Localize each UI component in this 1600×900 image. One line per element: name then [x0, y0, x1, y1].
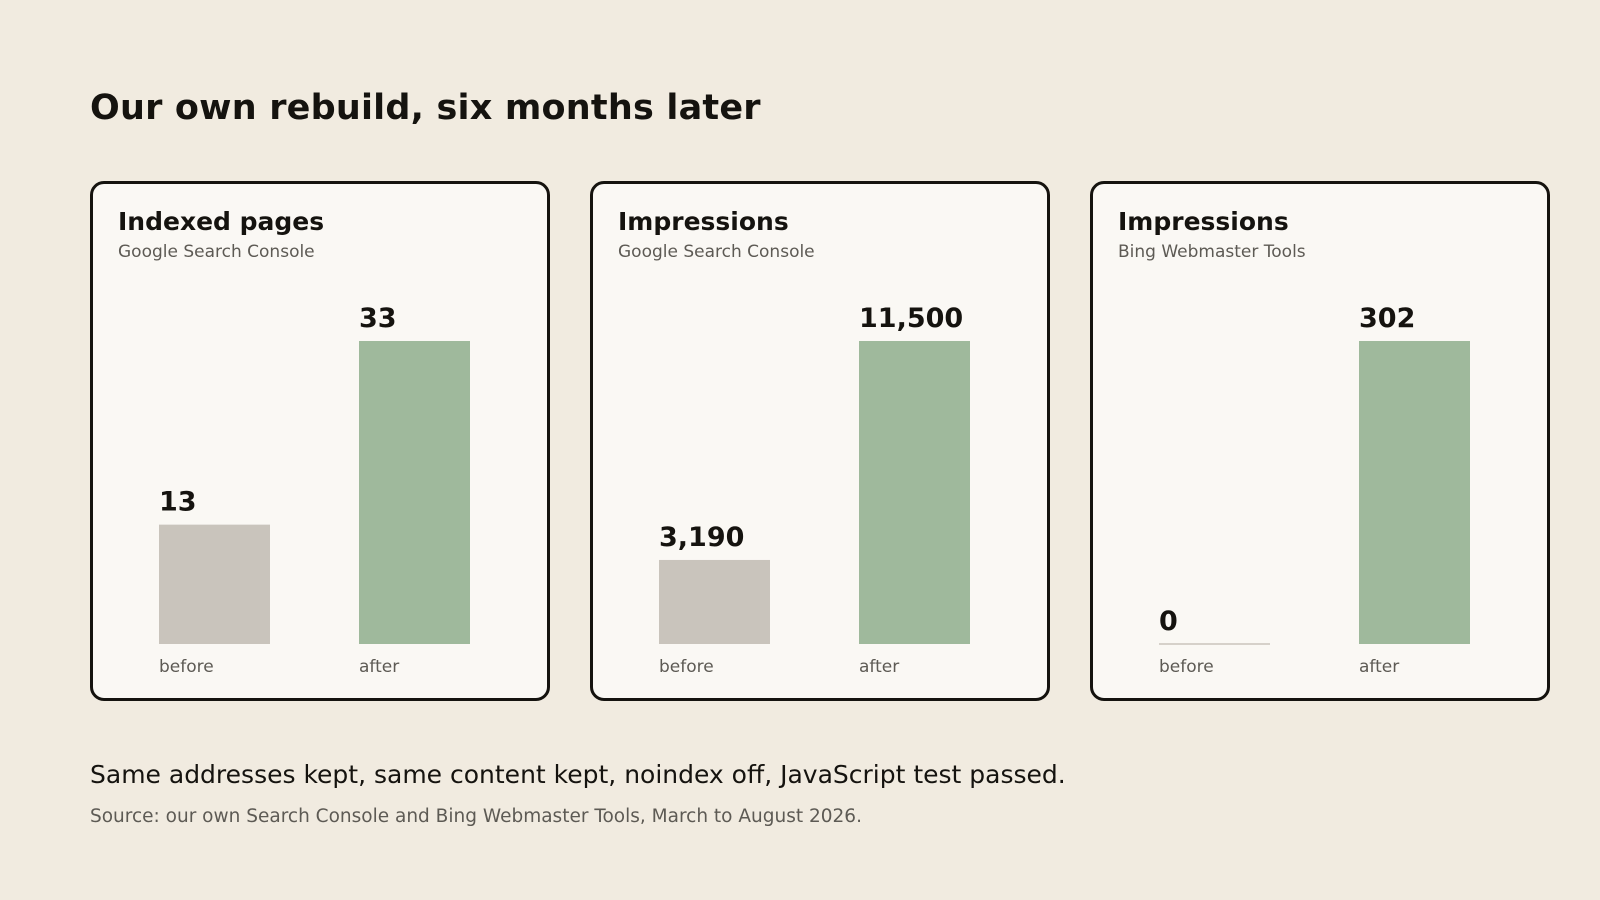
chart-subtitle: Google Search Console	[118, 242, 315, 262]
bar-after	[859, 341, 970, 644]
source-note: Source: our own Search Console and Bing …	[90, 806, 862, 827]
chart-title: Indexed pages	[118, 207, 325, 236]
bar-after	[359, 341, 470, 644]
category-label: after	[859, 657, 899, 677]
data-label: 302	[1359, 303, 1415, 334]
bar-chart: 3,190 before 11,500 after	[659, 303, 970, 677]
data-label: 33	[359, 303, 397, 334]
chart-subtitle: Google Search Console	[618, 242, 815, 262]
caption: Same addresses kept, same content kept, …	[90, 760, 1066, 789]
bar-before	[659, 559, 770, 644]
category-label: after	[1359, 657, 1399, 677]
chart-card-impressions-google: Impressions Google Search Console 3,190 b…	[590, 181, 1050, 701]
chart-card-indexed-pages-google: Indexed pages Google Search Console 13 be…	[90, 181, 550, 701]
data-label: 0	[1159, 606, 1178, 637]
page-title: Our own rebuild, six months later	[90, 88, 761, 128]
category-label: before	[1159, 657, 1214, 677]
chart-title: Impressions	[1118, 207, 1289, 236]
bar-after	[1359, 341, 1470, 644]
category-label: before	[159, 657, 214, 677]
chart-title: Impressions	[618, 207, 789, 236]
data-label: 11,500	[859, 303, 963, 334]
data-label: 13	[159, 487, 197, 518]
bar-chart: 13 before 33 after	[159, 303, 470, 677]
bar-before	[159, 524, 270, 644]
chart-card-impressions-bing: Impressions Bing Webmaster Tools 0 before…	[1090, 181, 1550, 701]
category-label: after	[359, 657, 399, 677]
bar-chart: 0 before 302 after	[1159, 303, 1470, 677]
category-label: before	[659, 657, 714, 677]
data-label: 3,190	[659, 522, 744, 553]
chart-subtitle: Bing Webmaster Tools	[1118, 242, 1306, 262]
